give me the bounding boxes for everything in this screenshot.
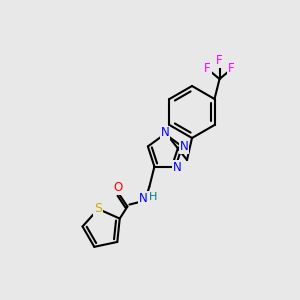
Text: F: F	[228, 62, 235, 76]
Text: O: O	[114, 181, 123, 194]
Text: F: F	[204, 62, 211, 76]
Text: N: N	[180, 140, 188, 153]
Text: S: S	[94, 202, 102, 215]
Text: H: H	[149, 192, 158, 202]
Text: N: N	[160, 127, 169, 140]
Text: N: N	[139, 192, 148, 205]
Text: F: F	[216, 55, 223, 68]
Text: N: N	[173, 161, 182, 174]
